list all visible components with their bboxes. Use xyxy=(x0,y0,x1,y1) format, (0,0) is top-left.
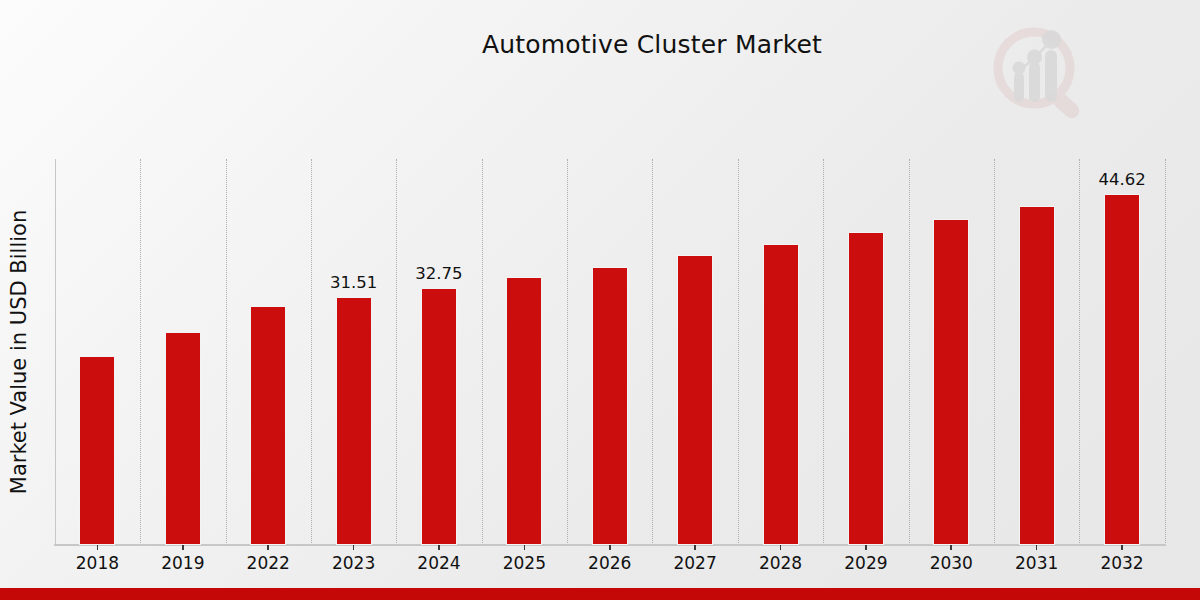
x-tick-label-2024: 2024 xyxy=(417,553,460,573)
x-axis-tick xyxy=(353,545,355,550)
category-gridline xyxy=(140,159,141,545)
category-gridline xyxy=(909,159,910,545)
x-tick-label-2030: 2030 xyxy=(930,553,973,573)
x-tick-label-2018: 2018 xyxy=(76,553,119,573)
x-axis-tick xyxy=(524,545,526,550)
bar-2029 xyxy=(848,232,884,545)
x-tick-label-2019: 2019 xyxy=(161,553,204,573)
bar-2018 xyxy=(79,356,115,545)
x-tick-label-2023: 2023 xyxy=(332,553,375,573)
x-tick-label-2027: 2027 xyxy=(673,553,716,573)
plot-area: 2018 2019 2022 2023 31.51 2024 32.75 2025 2026 20… xyxy=(0,0,1200,600)
chart-canvas: Automotive Cluster Market Market Value i… xyxy=(0,0,1200,600)
x-axis-tick xyxy=(267,545,269,550)
x-tick-label-2026: 2026 xyxy=(588,553,631,573)
bar-2024 xyxy=(421,288,457,545)
x-axis-tick xyxy=(1121,545,1123,550)
bar-2027 xyxy=(677,255,713,545)
x-tick-label-2029: 2029 xyxy=(844,553,887,573)
category-gridline xyxy=(652,159,653,545)
bar-2031 xyxy=(1019,206,1055,545)
x-tick-label-2022: 2022 xyxy=(247,553,290,573)
x-axis-tick xyxy=(865,545,867,550)
bar-2025 xyxy=(506,277,542,545)
bar-value-label-2024: 32.75 xyxy=(415,264,462,283)
bar-2032 xyxy=(1104,194,1140,545)
category-gridline xyxy=(226,159,227,545)
x-axis-tick xyxy=(780,545,782,550)
bar-value-label-2032: 44.62 xyxy=(1098,170,1145,189)
x-axis-tick xyxy=(609,545,611,550)
x-tick-label-2031: 2031 xyxy=(1015,553,1058,573)
bar-2030 xyxy=(933,219,969,545)
x-axis-tick xyxy=(694,545,696,550)
x-tick-label-2032: 2032 xyxy=(1100,553,1143,573)
bar-2023 xyxy=(336,297,372,545)
category-gridline xyxy=(311,159,312,545)
bar-2019 xyxy=(165,332,201,545)
category-gridline xyxy=(994,159,995,545)
x-axis-tick xyxy=(1036,545,1038,550)
bar-2026 xyxy=(592,267,628,545)
category-gridline xyxy=(482,159,483,545)
category-gridline xyxy=(1165,159,1166,545)
category-gridline xyxy=(567,159,568,545)
category-gridline xyxy=(1079,159,1080,545)
x-axis-tick xyxy=(182,545,184,550)
category-gridline xyxy=(396,159,397,545)
bar-2022 xyxy=(250,306,286,545)
category-gridline xyxy=(738,159,739,545)
x-axis-tick xyxy=(438,545,440,550)
category-gridline xyxy=(823,159,824,545)
x-tick-label-2025: 2025 xyxy=(503,553,546,573)
x-axis-tick xyxy=(950,545,952,550)
y-axis-line xyxy=(55,159,57,545)
x-tick-label-2028: 2028 xyxy=(759,553,802,573)
footer-accent-bar xyxy=(0,588,1200,600)
x-axis-tick xyxy=(97,545,99,550)
bar-value-label-2023: 31.51 xyxy=(330,273,377,292)
bar-2028 xyxy=(763,244,799,545)
